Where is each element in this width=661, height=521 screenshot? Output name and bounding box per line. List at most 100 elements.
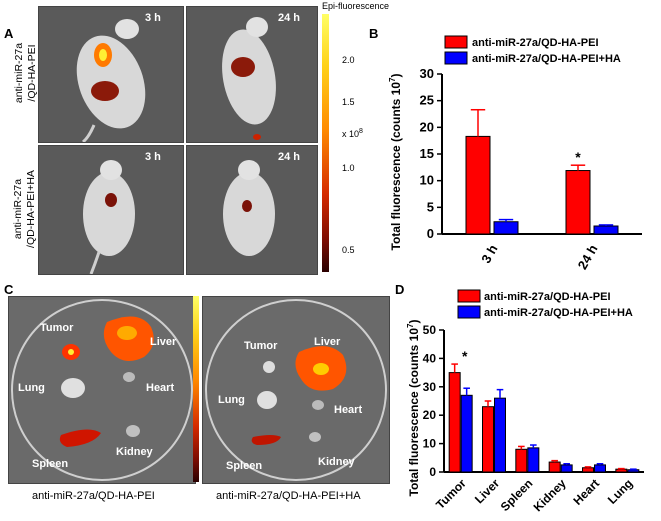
bar (493, 221, 519, 235)
panel-letter-d: D (395, 282, 405, 297)
x-tick-label: Spleen (498, 476, 536, 514)
x-tick-label: Kidney (531, 476, 569, 514)
chart-b-legend: anti-miR-27a/QD-HA-PEI anti-miR-27a/QD-H… (444, 35, 621, 65)
chart-b-ylabel: Total fluorescence (counts 107) (388, 74, 403, 251)
chart-b-plot: 0 5 10 15 20 25 30 3 h * 24 h (420, 66, 642, 272)
bar (582, 467, 594, 473)
organs-photo-left (8, 296, 196, 484)
y-tick-label: 20 (420, 119, 434, 134)
chart-d-ylabel: Total fluorescence (counts 107) (406, 320, 421, 497)
organ-label-right-heart: Heart (334, 404, 363, 416)
y-tick-label: 30 (423, 380, 437, 394)
bar (460, 394, 473, 473)
chart-d-legend: anti-miR-27a/QD-HA-PEI anti-miR-27a/QD-H… (457, 289, 633, 319)
bar (482, 406, 494, 473)
bar (615, 468, 628, 473)
organ-label-left-lung: Lung (18, 382, 45, 394)
chart-b-ylabel-close: ) (389, 74, 403, 78)
chart-b: anti-miR-27a/QD-HA-PEI anti-miR-27a/QD-H… (388, 35, 642, 272)
x-tick-label: Tumor (433, 476, 469, 512)
colorbar-unit-base: x 10 (342, 129, 360, 139)
organ-label-left-kidney: Kidney (116, 446, 153, 458)
organ-label-left-heart: Heart (146, 382, 175, 394)
row-label-bottom-line2: /QD-HA-PEI+HA (25, 170, 37, 248)
y-tick-label: 10 (420, 173, 434, 188)
time-label-bottom-3h: 3 h (145, 151, 161, 163)
organs-image-right (205, 299, 387, 481)
colorbar-tick-2-0: 2.0 (342, 55, 355, 65)
colorbar-tick-1-5: 1.5 (342, 97, 355, 107)
y-tick-label: 0 (427, 226, 434, 241)
bar (594, 464, 606, 473)
y-tick-label: 0 (429, 465, 436, 479)
colorbar-c (193, 296, 199, 482)
organ-label-right-liver: Liver (314, 336, 341, 348)
mouse-photo-top-3h (38, 6, 184, 143)
bar (548, 461, 561, 473)
bar (627, 469, 640, 473)
time-label-top-3h: 3 h (145, 12, 161, 24)
y-tick-label: 25 (420, 93, 434, 108)
organ-label-right-spleen: Spleen (226, 460, 263, 472)
caption-right: anti-miR-27a/QD-HA-PEI+HA (216, 490, 361, 502)
x-tick-label: Heart (571, 476, 603, 508)
organ-label-left-liver: Liver (150, 336, 177, 348)
bar (565, 170, 591, 235)
organs-photo-right (202, 296, 390, 484)
bar (515, 448, 528, 473)
bar (560, 464, 573, 473)
y-tick-label: 30 (420, 66, 434, 81)
y-tick-label: 15 (420, 146, 434, 161)
caption-left: anti-miR-27a/QD-HA-PEI (32, 490, 155, 502)
time-label-bottom-24h: 24 h (278, 151, 301, 163)
panel-letter-c: C (4, 282, 14, 297)
mouse-image-top-24h (222, 17, 276, 140)
colorbar-tick-0-5: 0.5 (342, 245, 355, 255)
significance-mark: * (575, 149, 581, 165)
panel-letter-a: A (4, 26, 14, 41)
colorbar-unit-exp: 8 (359, 128, 363, 135)
chart-d-ylabel-close: ) (407, 320, 421, 324)
chart-b-legend-swatch-0 (444, 35, 468, 49)
bar (527, 447, 540, 473)
chart-d-ylabel-exp: 7 (406, 323, 415, 328)
chart-b-legend-label-0: anti-miR-27a/QD-HA-PEI (472, 37, 599, 49)
chart-d-legend-label-1: anti-miR-27a/QD-HA-PEI+HA (484, 307, 633, 319)
chart-b-ylabel-exp: 7 (388, 77, 397, 82)
chart-d-legend-swatch-0 (457, 289, 481, 303)
chart-b-ylabel-main: Total fluorescence (counts 10 (389, 82, 403, 251)
bar (593, 225, 619, 235)
x-tick-label: Lung (605, 476, 636, 507)
bar (448, 372, 461, 473)
row-label-bottom-line1: anti-miR-27a (12, 178, 24, 240)
y-tick-label: 20 (423, 408, 437, 422)
row-label-top-line1: anti-miR-27a (13, 42, 25, 104)
significance-mark: * (462, 348, 468, 364)
chart-d-legend-label-0: anti-miR-27a/QD-HA-PEI (484, 291, 611, 303)
organ-label-right-kidney: Kidney (318, 456, 355, 468)
mouse-image-bottom-3h (83, 160, 135, 274)
mouse-photo-top-24h (186, 6, 318, 143)
y-tick-label: 10 (423, 437, 437, 451)
bar (494, 397, 506, 473)
organ-label-right-tumor: Tumor (244, 340, 278, 352)
x-tick-label: Liver (472, 476, 502, 506)
time-label-top-24h: 24 h (278, 12, 301, 24)
mouse-image-top-3h (76, 19, 146, 142)
y-tick-label: 50 (423, 323, 437, 337)
x-tick-label: 3 h (478, 242, 500, 266)
x-tick-label: 24 h (575, 242, 601, 272)
colorbar-tick-1-0: 1.0 (342, 163, 355, 173)
organ-label-right-lung: Lung (218, 394, 245, 406)
mouse-photo-bottom-24h (186, 145, 318, 275)
chart-b-legend-label-1: anti-miR-27a/QD-HA-PEI+HA (472, 53, 621, 65)
mouse-photo-bottom-3h (38, 145, 184, 275)
organ-label-left-spleen: Spleen (32, 458, 69, 470)
colorbar-unit: x 108 (342, 128, 363, 139)
colorbar-title: Epi-fluorescence (322, 1, 390, 11)
y-tick-label: 40 (423, 351, 437, 365)
chart-d: anti-miR-27a/QD-HA-PEI anti-miR-27a/QD-H… (406, 289, 644, 514)
chart-d-legend-swatch-1 (457, 305, 481, 319)
bar (465, 135, 491, 235)
